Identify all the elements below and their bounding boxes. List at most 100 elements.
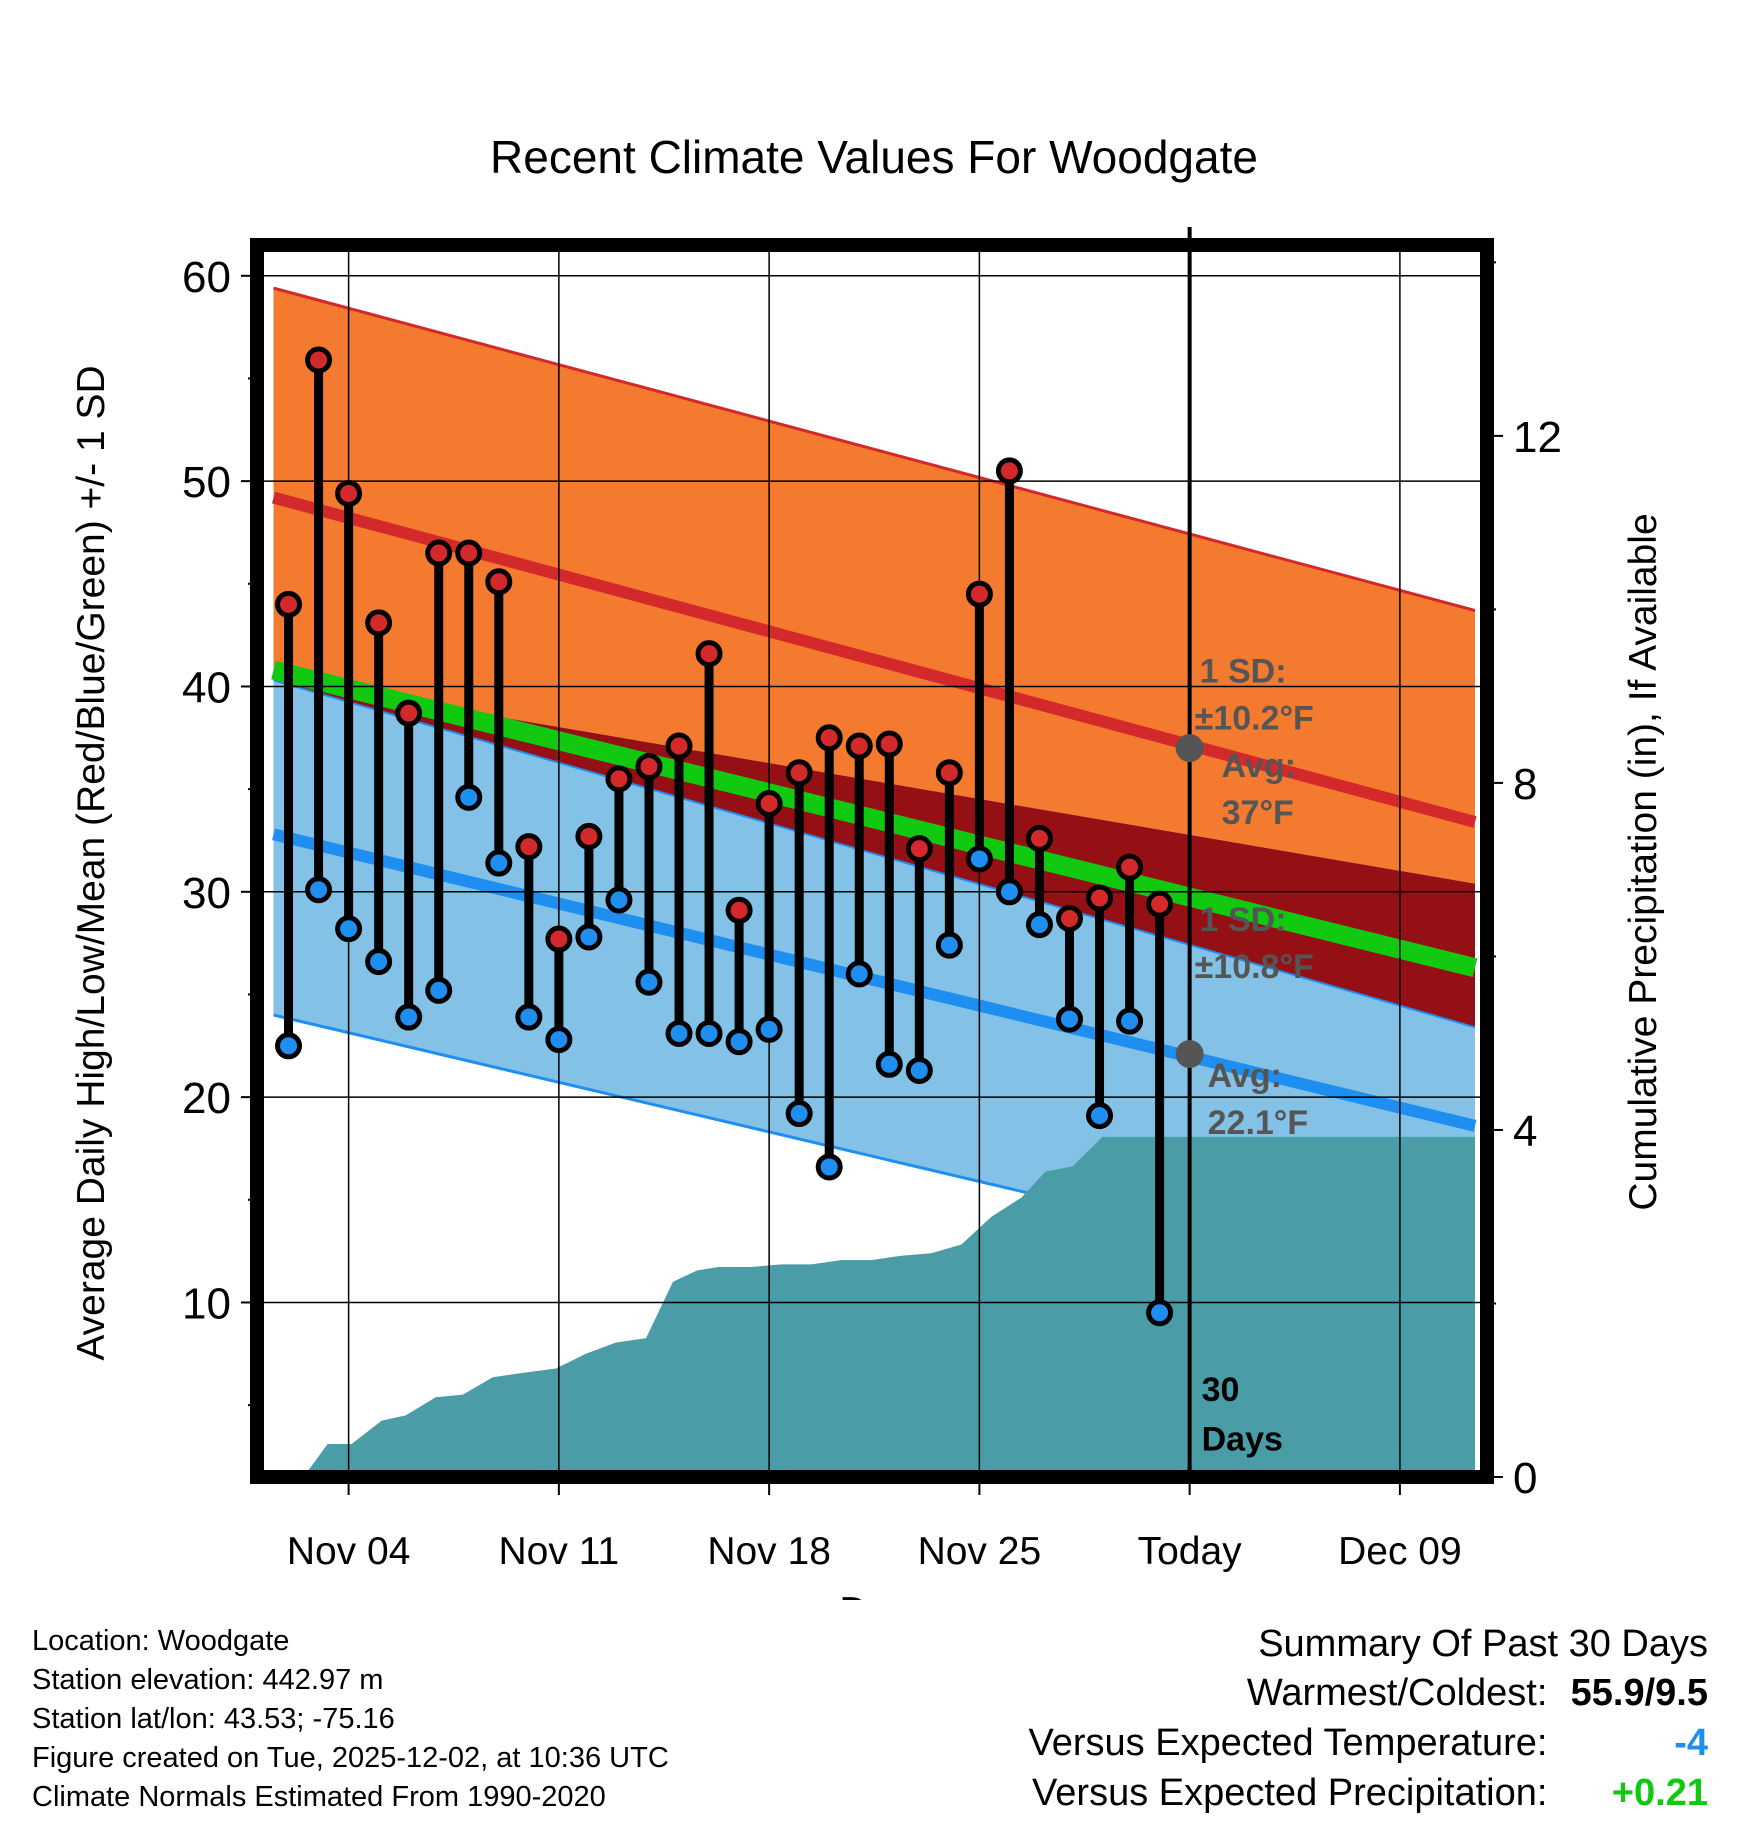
low-temp-marker (605, 886, 633, 914)
low-temp-marker (695, 1019, 723, 1047)
low-temp-marker (545, 1026, 573, 1054)
x-axis-label: Day (839, 1590, 909, 1600)
normals-text: Climate Normals Estimated From 1990-2020 (32, 1781, 606, 1813)
precip-anomaly-value: +0.21 (1611, 1772, 1708, 1814)
today-low-avg-marker (1175, 1040, 1204, 1069)
x-tick-label: Nov 11 (499, 1530, 620, 1573)
x-tick-label: Nov 18 (707, 1530, 831, 1573)
x-tick-label: Today (1138, 1530, 1243, 1573)
y2-tick-label: 4 (1513, 1107, 1537, 1156)
high-temp-marker (965, 580, 993, 608)
low-temp-marker (905, 1056, 933, 1084)
low-temp-marker (965, 845, 993, 873)
low-temp-marker (1025, 911, 1053, 939)
low-avg-value: 22.1°F (1208, 1104, 1309, 1142)
high-temp-marker (515, 833, 543, 861)
high-temp-marker (875, 730, 903, 758)
y2-axis-label: Cumulative Precipitation (in), If Availa… (1622, 513, 1665, 1210)
low-temp-marker (815, 1153, 843, 1181)
high-temp-marker (935, 759, 963, 787)
days-text-label: Days (1202, 1420, 1283, 1458)
low-temp-marker (425, 976, 453, 1004)
high-temp-marker (395, 699, 423, 727)
high-temp-marker (605, 765, 633, 793)
high-sd-value: ±10.2°F (1195, 700, 1314, 738)
low-temp-marker (335, 915, 363, 943)
low-temp-marker (455, 783, 483, 811)
high-temp-marker (1086, 884, 1114, 912)
station-info: Location: Woodgate Station elevation: 44… (32, 1622, 669, 1817)
high-temp-marker (275, 590, 303, 618)
low-temp-marker (845, 960, 873, 988)
high-temp-marker (365, 609, 393, 637)
high-temp-marker (425, 539, 453, 567)
plot-area: 1 SD: ±10.2°F Avg: 37°F 1 SD: ±10.8°F Avg: 22.1… (182, 227, 1562, 1573)
high-temp-marker (905, 835, 933, 863)
high-upper-edge (273, 286, 1476, 612)
latlon-text: Station lat/lon: 43.53; -75.16 (32, 1703, 395, 1735)
summary-heading: Summary Of Past 30 Days (1258, 1623, 1708, 1665)
high-sd-label: 1 SD: (1200, 652, 1287, 690)
low-temp-marker (935, 931, 963, 959)
high-temp-marker (695, 640, 723, 668)
low-temp-marker (725, 1028, 753, 1056)
cumulative-precip-area (303, 1136, 1476, 1477)
high-temp-marker (575, 822, 603, 850)
high-temp-marker (725, 896, 753, 924)
y2-tick-label: 0 (1513, 1454, 1537, 1503)
warm-cold-value: 55.9/9.5 (1570, 1672, 1708, 1714)
high-temp-marker (815, 724, 843, 752)
high-temp-marker (635, 753, 663, 781)
warm-cold-row: Warmest/Coldest: 55.9/9.5 (1029, 1668, 1708, 1718)
low-upper-edge (273, 679, 1476, 1029)
temp-anomaly-label: Versus Expected Temperature: (1028, 1722, 1548, 1764)
x-tick-label: Nov 25 (918, 1530, 1042, 1573)
high-avg-label: Avg: (1222, 747, 1296, 785)
high-temp-marker (845, 732, 873, 760)
high-temp-marker (665, 732, 693, 760)
elevation-text: Station elevation: 442.97 m (32, 1664, 384, 1696)
low-avg-label: Avg: (1208, 1057, 1282, 1095)
high-temp-marker (1025, 824, 1053, 852)
low-temp-marker (485, 849, 513, 877)
today-high-avg-marker (1175, 734, 1204, 763)
low-temp-marker (305, 876, 333, 904)
temp-anomaly-value: -4 (1674, 1722, 1708, 1764)
y-tick-label: 30 (182, 869, 231, 918)
high-temp-marker (1055, 904, 1083, 932)
climate-chart: Recent Climate Values For Woodgate 1 SD:… (70, 131, 1665, 1600)
low-temp-marker (365, 948, 393, 976)
y-tick-label: 60 (182, 253, 231, 302)
location-text: Location: Woodgate (32, 1625, 290, 1657)
high-temp-marker (305, 346, 333, 374)
low-temp-marker (275, 1032, 303, 1060)
high-temp-marker (545, 925, 573, 953)
low-sd-label: 1 SD: (1200, 901, 1287, 939)
low-temp-marker (995, 878, 1023, 906)
days-count-label: 30 (1202, 1371, 1240, 1409)
x-tick-label: Nov 04 (287, 1530, 411, 1573)
low-temp-marker (1146, 1299, 1174, 1327)
y-tick-label: 40 (182, 663, 231, 712)
y-tick-label: 20 (182, 1074, 231, 1123)
low-temp-marker (1086, 1102, 1114, 1130)
low-temp-marker (1116, 1007, 1144, 1035)
created-text: Figure created on Tue, 2025-12-02, at 10… (32, 1742, 669, 1774)
high-temp-marker (785, 759, 813, 787)
high-temp-marker (995, 457, 1023, 485)
high-avg-value: 37°F (1222, 794, 1294, 832)
precip-anomaly-label: Versus Expected Precipitation: (1032, 1772, 1548, 1814)
low-temp-marker (755, 1015, 783, 1043)
plot-frame (250, 238, 1494, 1484)
y2-tick-label: 12 (1513, 413, 1562, 462)
low-temp-marker (875, 1050, 903, 1078)
low-temp-marker (395, 1003, 423, 1031)
high-temp-marker (1116, 853, 1144, 881)
low-temp-marker (635, 968, 663, 996)
precip-anomaly-row: Versus Expected Precipitation: +0.21 (1029, 1768, 1708, 1818)
low-temp-marker (575, 923, 603, 951)
x-tick-label: Dec 09 (1338, 1530, 1462, 1573)
y-axis-label: Average Daily High/Low/Mean (Red/Blue/Gr… (70, 365, 113, 1360)
normal-mean-line (271, 660, 1478, 977)
low-sd-value: ±10.8°F (1195, 948, 1314, 986)
